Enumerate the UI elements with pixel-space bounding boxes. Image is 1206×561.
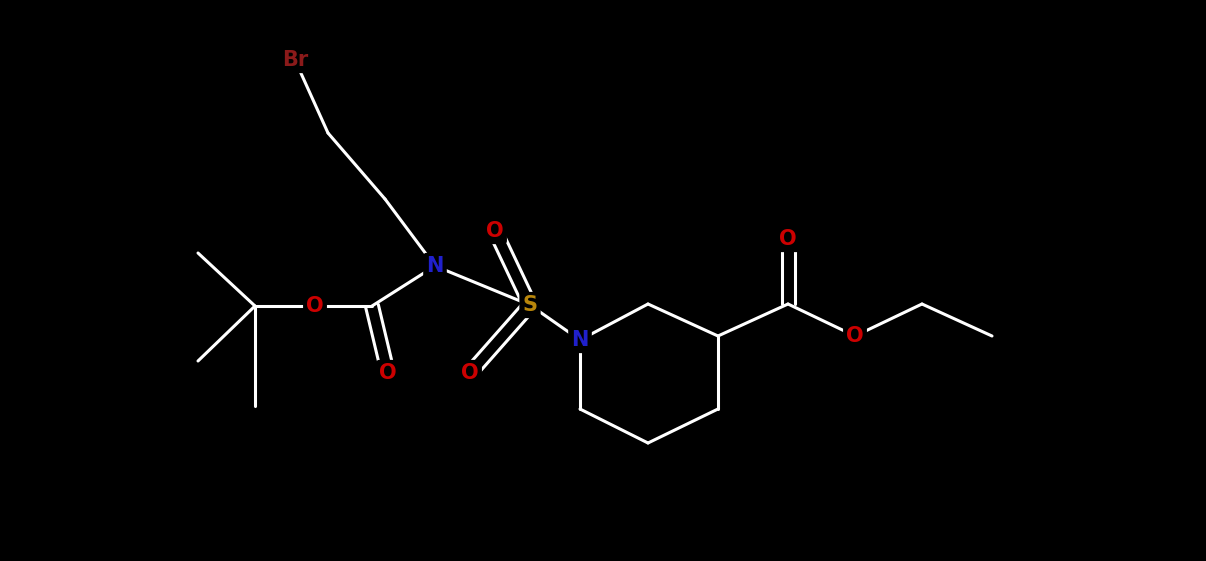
Text: O: O [461, 363, 479, 383]
Text: N: N [426, 256, 444, 276]
Text: O: O [779, 229, 797, 249]
Text: O: O [306, 296, 324, 316]
Text: S: S [522, 295, 538, 315]
Text: Br: Br [282, 50, 308, 70]
Text: O: O [486, 221, 504, 241]
Text: N: N [572, 330, 589, 350]
Text: O: O [847, 326, 863, 346]
Text: O: O [379, 363, 397, 383]
